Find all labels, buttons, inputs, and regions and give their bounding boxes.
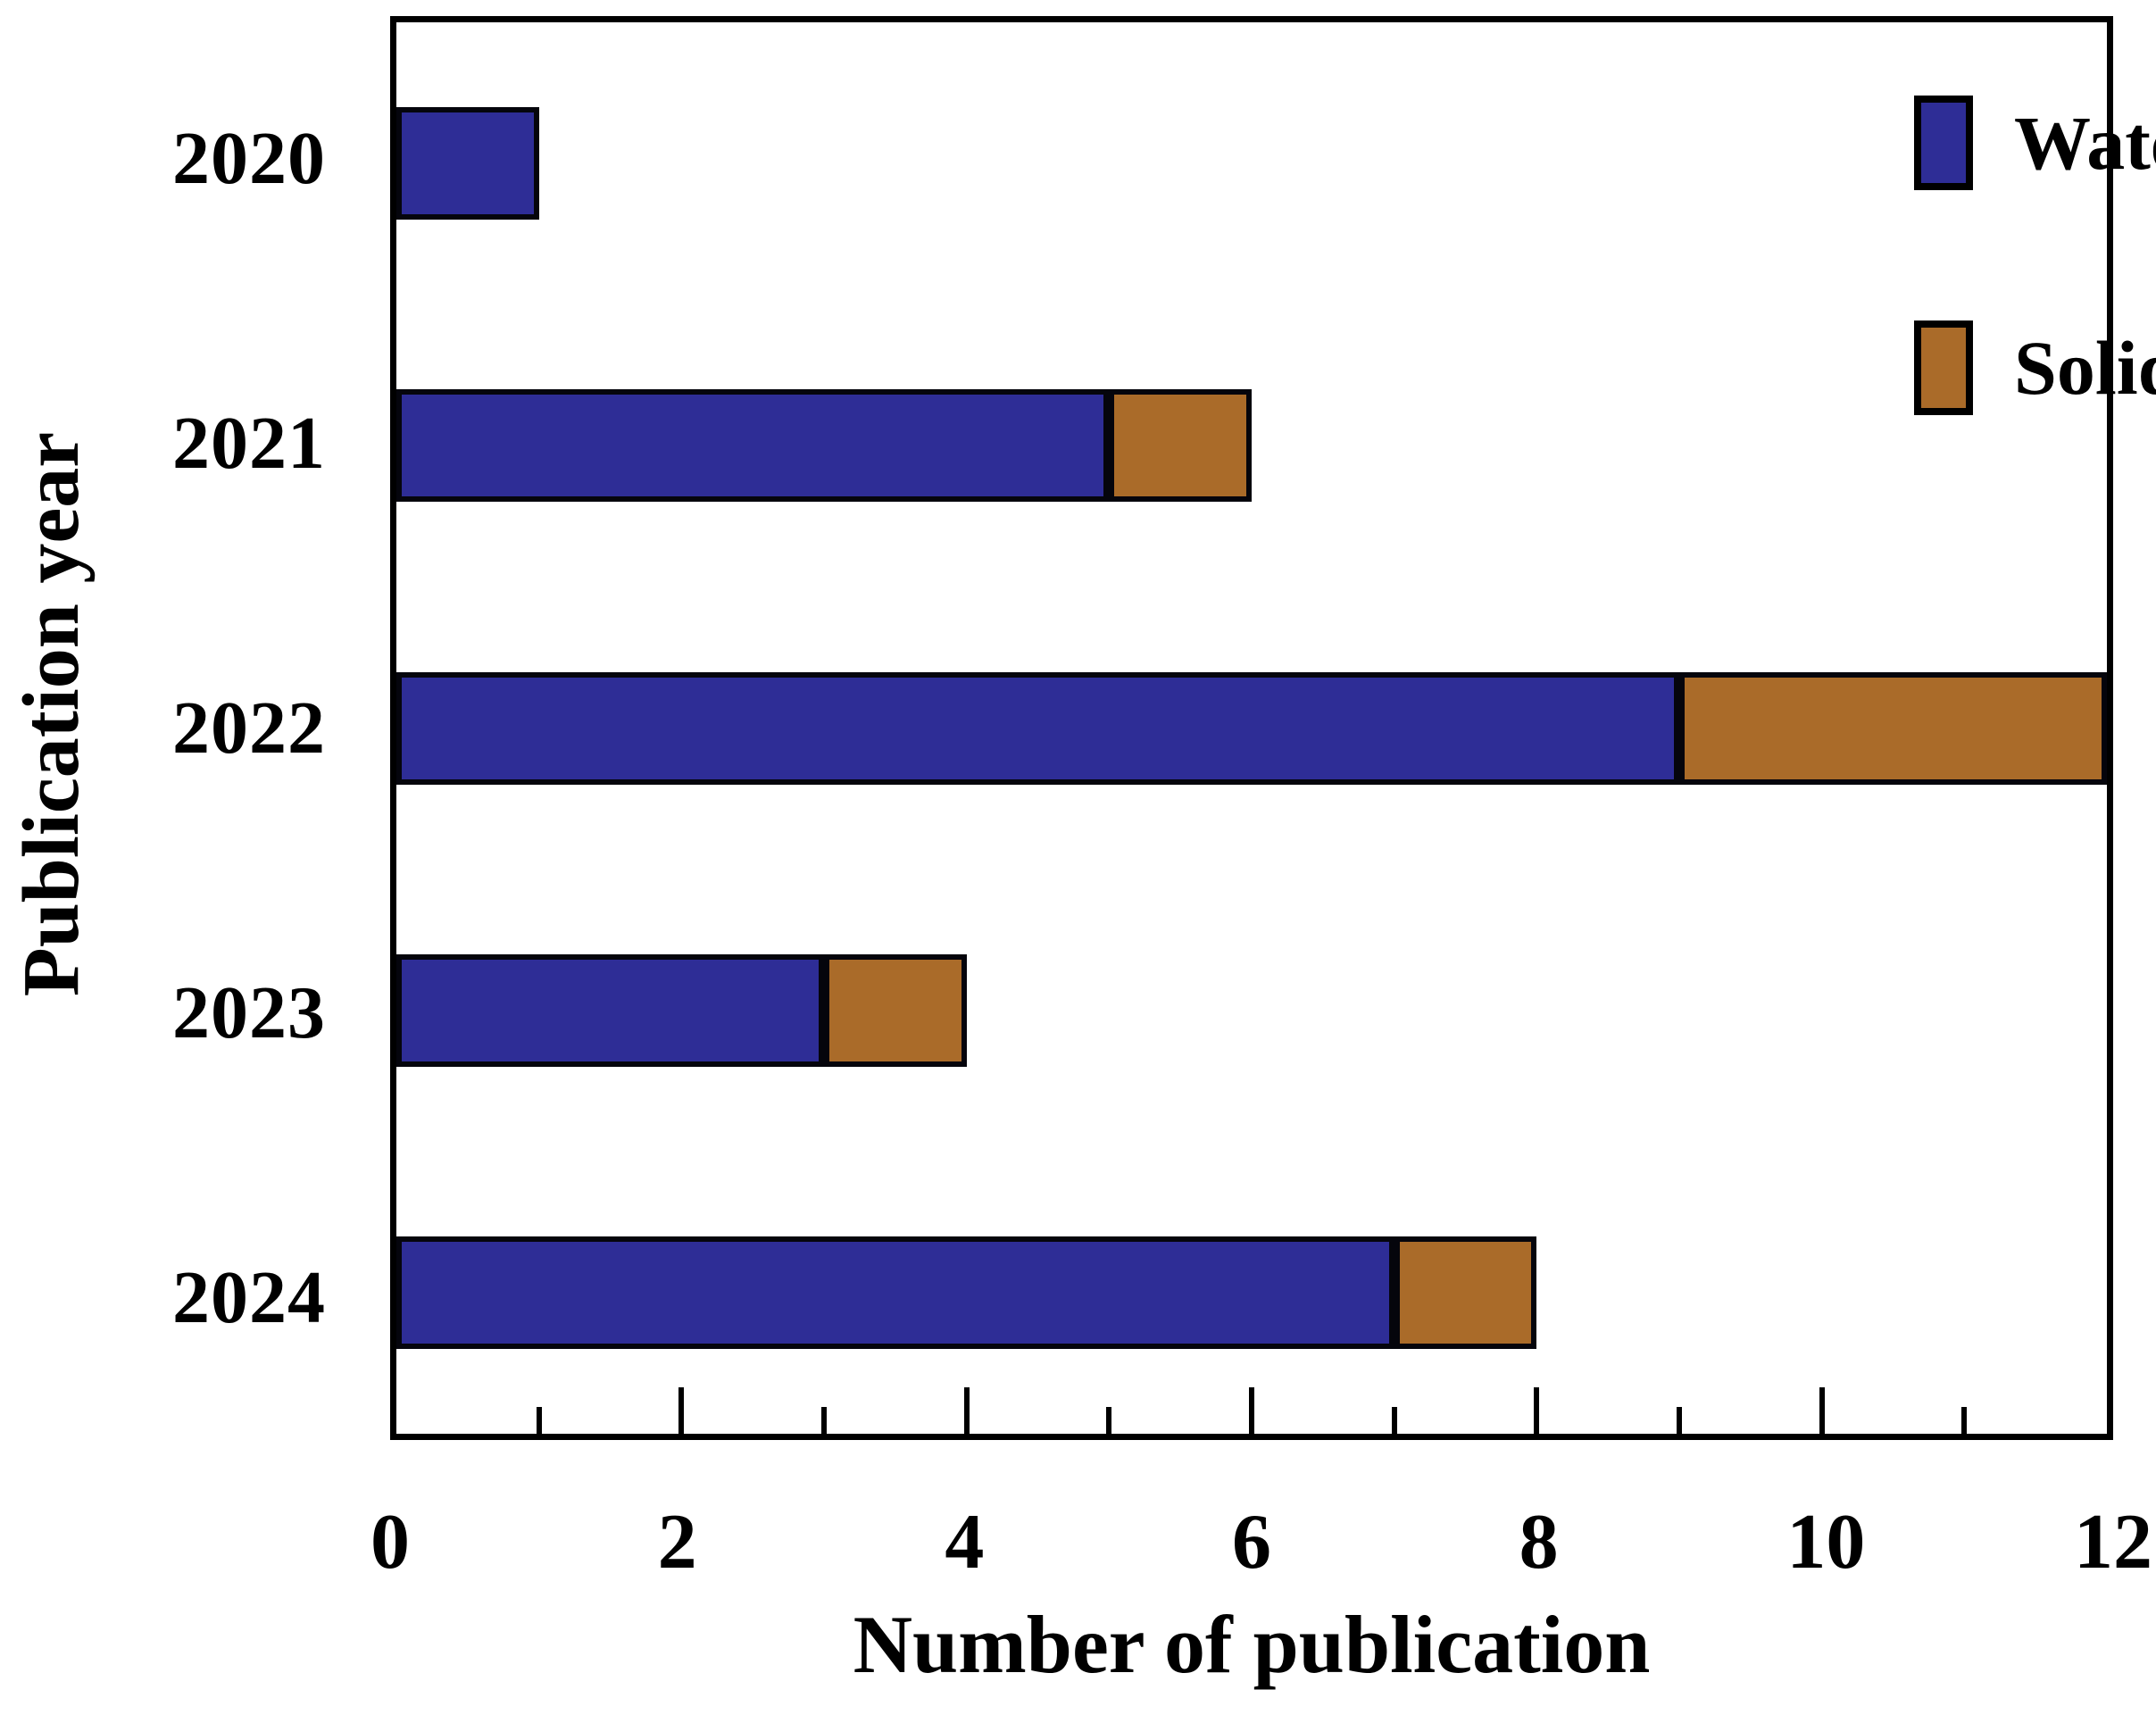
x-tick-label-10: 10 bbox=[1786, 1499, 1866, 1586]
plot-area: Water matrix Solid matrix bbox=[390, 16, 2156, 1440]
x-minor-tick-3 bbox=[821, 1407, 827, 1434]
legend: Water matrix Solid matrix bbox=[1914, 94, 2156, 417]
bar-segment-water-2020 bbox=[396, 107, 539, 221]
x-minor-tick-5 bbox=[1106, 1407, 1112, 1434]
solid-matrix-swatch-icon bbox=[1914, 320, 1973, 415]
x-minor-tick-9 bbox=[1677, 1407, 1682, 1434]
bar-segment-water-2022 bbox=[396, 671, 1679, 785]
x-major-tick-8 bbox=[1534, 1387, 1540, 1434]
y-category-label-2024: 2024 bbox=[172, 1255, 326, 1339]
x-minor-tick-1 bbox=[536, 1407, 542, 1434]
legend-label-water-matrix: Water matrix bbox=[2014, 100, 2156, 186]
x-tick-label-0: 0 bbox=[370, 1499, 410, 1586]
y-category-label-2021: 2021 bbox=[172, 401, 326, 485]
x-axis-title: Number of publication bbox=[853, 1599, 1651, 1690]
x-tick-label-8: 8 bbox=[1519, 1499, 1559, 1586]
legend-entry-solid-matrix: Solid matrix bbox=[1914, 319, 2156, 417]
bar-segment-solid-2022 bbox=[1679, 671, 2107, 785]
bar-segment-solid-2024 bbox=[1394, 1236, 1537, 1349]
y-category-label-2020: 2020 bbox=[172, 116, 326, 200]
bar-segment-water-2021 bbox=[396, 389, 1110, 503]
bar-segment-water-2023 bbox=[396, 953, 824, 1067]
y-axis-category-labels: 2020 2021 2022 2023 2024 bbox=[0, 16, 326, 1440]
bar-segment-solid-2021 bbox=[1109, 389, 1252, 503]
x-minor-tick-7 bbox=[1391, 1407, 1397, 1434]
x-tick-label-2: 2 bbox=[657, 1499, 697, 1586]
x-tick-label-4: 4 bbox=[945, 1499, 985, 1586]
x-major-tick-10 bbox=[1819, 1387, 1825, 1434]
x-minor-tick-11 bbox=[1961, 1407, 1968, 1434]
legend-label-solid-matrix: Solid matrix bbox=[2014, 325, 2156, 411]
x-major-tick-2 bbox=[678, 1387, 685, 1434]
water-matrix-swatch-icon bbox=[1914, 96, 1973, 190]
x-tick-label-6: 6 bbox=[1232, 1499, 1271, 1586]
bar-segment-solid-2023 bbox=[824, 953, 967, 1067]
x-tick-label-12: 12 bbox=[2074, 1499, 2152, 1586]
x-major-tick-6 bbox=[1249, 1387, 1254, 1434]
y-category-label-2023: 2023 bbox=[172, 970, 326, 1054]
legend-entry-water-matrix: Water matrix bbox=[1914, 94, 2156, 192]
x-major-tick-4 bbox=[963, 1387, 970, 1434]
x-axis-tick-labels: 0 2 4 6 8 10 12 bbox=[370, 1499, 2152, 1589]
y-category-label-2022: 2022 bbox=[172, 686, 326, 770]
bar-segment-water-2024 bbox=[396, 1236, 1394, 1349]
